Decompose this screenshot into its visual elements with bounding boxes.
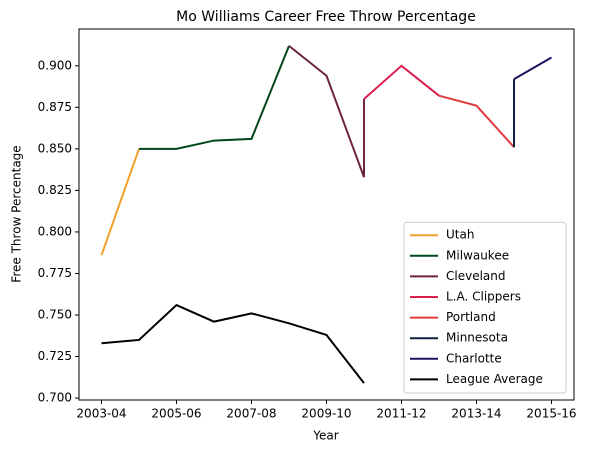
line	[438, 94, 515, 148]
legend-label: League Average	[446, 372, 543, 386]
chart-title: Mo Williams Career Free Throw Percentage	[176, 9, 476, 25]
y-tick-label: 0.700	[38, 391, 72, 405]
y-tick-label: 0.875	[38, 100, 72, 114]
x-tick-label: 2007-08	[226, 407, 276, 421]
y-tick-label: 0.725	[38, 349, 72, 363]
x-tick-label: 2003-04	[76, 407, 126, 421]
legend-label: Milwaukee	[446, 248, 509, 262]
legend-label: Minnesota	[446, 331, 508, 345]
legend-box	[403, 221, 567, 394]
y-axis-label: Free Throw Percentage	[10, 145, 24, 282]
legend-label: Charlotte	[446, 351, 502, 365]
legend-label: L.A. Clippers	[446, 290, 521, 304]
line	[288, 45, 365, 178]
line	[100, 148, 140, 256]
y-tick-label: 0.850	[38, 141, 72, 155]
y-tick-label: 0.900	[38, 58, 72, 72]
legend-label: Portland	[446, 310, 496, 324]
plot-frame	[78, 28, 575, 401]
x-tick-label: 2013-14	[451, 407, 501, 421]
legend-label: Utah	[446, 228, 474, 242]
x-axis-label: Year	[312, 429, 338, 443]
line	[513, 56, 552, 80]
y-tick-label: 0.775	[38, 266, 72, 280]
line	[139, 45, 290, 150]
y-tick-label: 0.750	[38, 308, 72, 322]
x-tick-label: 2009-10	[301, 407, 351, 421]
x-tick-label: 2011-12	[376, 407, 426, 421]
y-tick-label: 0.825	[38, 183, 72, 197]
line	[101, 303, 365, 384]
x-tick-label: 2005-06	[151, 407, 201, 421]
y-tick-label: 0.800	[38, 224, 72, 238]
legend-label: Cleveland	[446, 269, 506, 283]
x-tick-label: 2015-16	[526, 407, 576, 421]
line	[363, 64, 440, 100]
